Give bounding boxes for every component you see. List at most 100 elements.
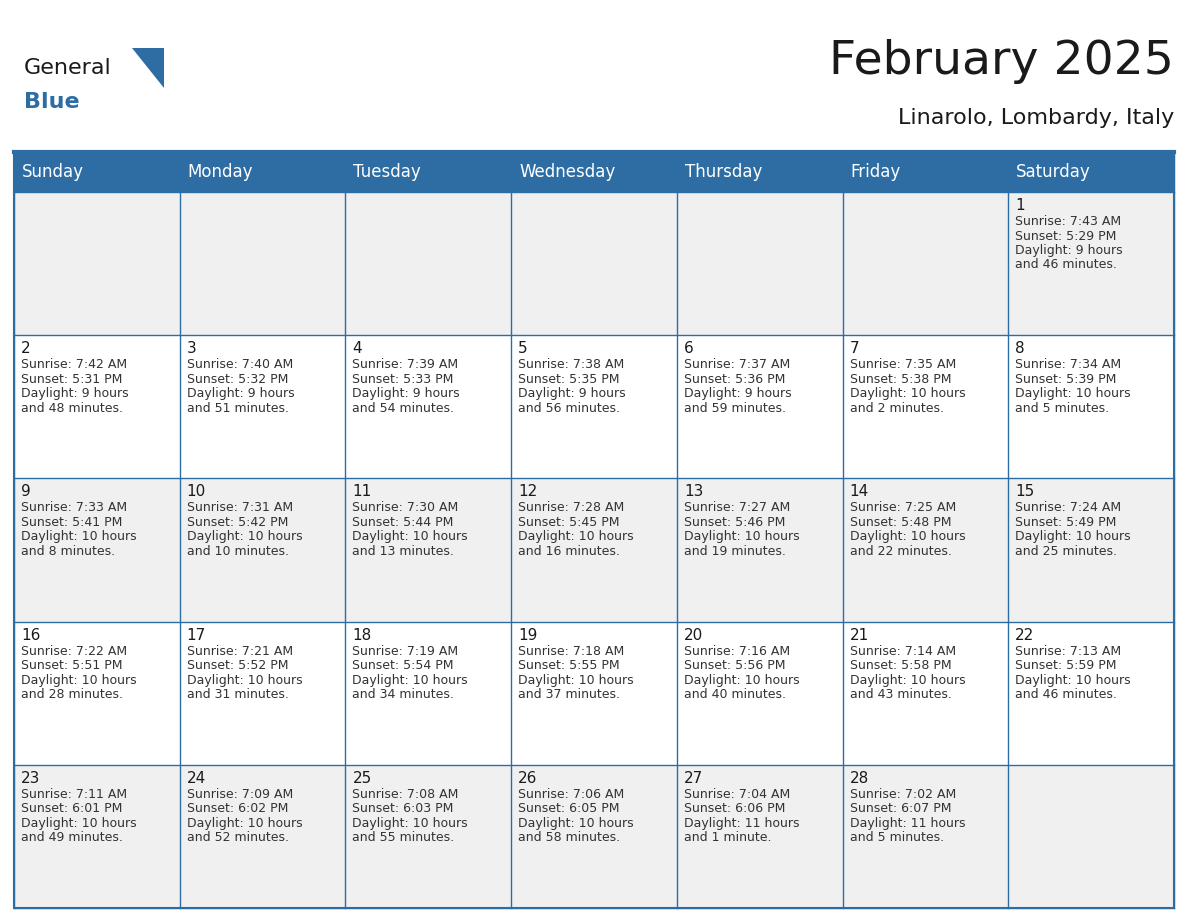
Text: 11: 11	[353, 485, 372, 499]
Text: Sunrise: 7:21 AM: Sunrise: 7:21 AM	[187, 644, 292, 657]
Text: and 31 minutes.: and 31 minutes.	[187, 688, 289, 701]
Text: and 49 minutes.: and 49 minutes.	[21, 832, 122, 845]
Text: Saturday: Saturday	[1016, 163, 1091, 181]
Text: Sunset: 5:42 PM: Sunset: 5:42 PM	[187, 516, 287, 529]
Text: Sunset: 5:55 PM: Sunset: 5:55 PM	[518, 659, 620, 672]
Text: 25: 25	[353, 771, 372, 786]
Text: General: General	[24, 58, 112, 78]
Text: Sunset: 5:32 PM: Sunset: 5:32 PM	[187, 373, 287, 386]
Text: Daylight: 9 hours: Daylight: 9 hours	[684, 387, 791, 400]
Text: and 8 minutes.: and 8 minutes.	[21, 545, 115, 558]
Text: Daylight: 10 hours: Daylight: 10 hours	[353, 531, 468, 543]
Text: Daylight: 9 hours: Daylight: 9 hours	[518, 387, 626, 400]
Text: 3: 3	[187, 341, 196, 356]
Text: Daylight: 10 hours: Daylight: 10 hours	[518, 674, 633, 687]
Text: Sunset: 5:33 PM: Sunset: 5:33 PM	[353, 373, 454, 386]
Text: and 13 minutes.: and 13 minutes.	[353, 545, 454, 558]
Text: Sunset: 5:52 PM: Sunset: 5:52 PM	[187, 659, 289, 672]
Text: and 10 minutes.: and 10 minutes.	[187, 545, 289, 558]
Text: Daylight: 9 hours: Daylight: 9 hours	[1016, 244, 1123, 257]
Text: 1: 1	[1016, 198, 1025, 213]
Text: Sunday: Sunday	[23, 163, 84, 181]
Text: Sunset: 5:56 PM: Sunset: 5:56 PM	[684, 659, 785, 672]
Text: Sunset: 5:38 PM: Sunset: 5:38 PM	[849, 373, 952, 386]
Text: 16: 16	[21, 628, 40, 643]
Text: Sunset: 5:54 PM: Sunset: 5:54 PM	[353, 659, 454, 672]
Text: Sunrise: 7:40 AM: Sunrise: 7:40 AM	[187, 358, 293, 371]
Text: 22: 22	[1016, 628, 1035, 643]
Text: Tuesday: Tuesday	[353, 163, 422, 181]
Text: and 46 minutes.: and 46 minutes.	[1016, 688, 1117, 701]
Text: Sunrise: 7:43 AM: Sunrise: 7:43 AM	[1016, 215, 1121, 228]
Text: 6: 6	[684, 341, 694, 356]
Text: Sunrise: 7:22 AM: Sunrise: 7:22 AM	[21, 644, 127, 657]
Text: 5: 5	[518, 341, 527, 356]
Text: and 55 minutes.: and 55 minutes.	[353, 832, 455, 845]
Text: Daylight: 11 hours: Daylight: 11 hours	[849, 817, 965, 830]
Text: and 40 minutes.: and 40 minutes.	[684, 688, 785, 701]
Text: Daylight: 10 hours: Daylight: 10 hours	[518, 817, 633, 830]
Text: Linarolo, Lombardy, Italy: Linarolo, Lombardy, Italy	[898, 108, 1174, 128]
Text: Sunset: 5:49 PM: Sunset: 5:49 PM	[1016, 516, 1117, 529]
Text: Daylight: 10 hours: Daylight: 10 hours	[21, 531, 137, 543]
Text: and 19 minutes.: and 19 minutes.	[684, 545, 785, 558]
Text: Sunset: 5:59 PM: Sunset: 5:59 PM	[1016, 659, 1117, 672]
Text: Daylight: 9 hours: Daylight: 9 hours	[187, 387, 295, 400]
Text: Sunrise: 7:35 AM: Sunrise: 7:35 AM	[849, 358, 956, 371]
Text: Sunset: 5:51 PM: Sunset: 5:51 PM	[21, 659, 122, 672]
Text: 26: 26	[518, 771, 537, 786]
Text: and 2 minutes.: and 2 minutes.	[849, 402, 943, 415]
Bar	[14, 478, 1174, 621]
Text: and 5 minutes.: and 5 minutes.	[849, 832, 943, 845]
Text: 27: 27	[684, 771, 703, 786]
Text: Sunrise: 7:25 AM: Sunrise: 7:25 AM	[849, 501, 956, 514]
Text: and 34 minutes.: and 34 minutes.	[353, 688, 454, 701]
Text: Sunrise: 7:39 AM: Sunrise: 7:39 AM	[353, 358, 459, 371]
Bar	[14, 335, 1174, 478]
Text: Daylight: 10 hours: Daylight: 10 hours	[684, 674, 800, 687]
Text: and 48 minutes.: and 48 minutes.	[21, 402, 124, 415]
Text: and 28 minutes.: and 28 minutes.	[21, 688, 124, 701]
Text: Sunset: 5:36 PM: Sunset: 5:36 PM	[684, 373, 785, 386]
Text: and 16 minutes.: and 16 minutes.	[518, 545, 620, 558]
Text: Daylight: 10 hours: Daylight: 10 hours	[187, 674, 302, 687]
Text: Sunrise: 7:02 AM: Sunrise: 7:02 AM	[849, 788, 956, 800]
Text: Thursday: Thursday	[684, 163, 763, 181]
Text: 18: 18	[353, 628, 372, 643]
Text: Daylight: 10 hours: Daylight: 10 hours	[1016, 387, 1131, 400]
Text: Daylight: 10 hours: Daylight: 10 hours	[1016, 531, 1131, 543]
Text: Sunrise: 7:13 AM: Sunrise: 7:13 AM	[1016, 644, 1121, 657]
Text: and 52 minutes.: and 52 minutes.	[187, 832, 289, 845]
Text: Sunset: 5:29 PM: Sunset: 5:29 PM	[1016, 230, 1117, 242]
Text: and 59 minutes.: and 59 minutes.	[684, 402, 785, 415]
Text: Daylight: 10 hours: Daylight: 10 hours	[849, 387, 965, 400]
Text: and 37 minutes.: and 37 minutes.	[518, 688, 620, 701]
Text: Sunset: 6:07 PM: Sunset: 6:07 PM	[849, 802, 952, 815]
Text: Sunrise: 7:06 AM: Sunrise: 7:06 AM	[518, 788, 625, 800]
Text: Sunrise: 7:37 AM: Sunrise: 7:37 AM	[684, 358, 790, 371]
Text: and 43 minutes.: and 43 minutes.	[849, 688, 952, 701]
Text: Sunset: 5:35 PM: Sunset: 5:35 PM	[518, 373, 620, 386]
Text: Sunrise: 7:27 AM: Sunrise: 7:27 AM	[684, 501, 790, 514]
Text: 12: 12	[518, 485, 537, 499]
Text: Sunset: 5:44 PM: Sunset: 5:44 PM	[353, 516, 454, 529]
Bar	[14, 152, 1174, 192]
Text: and 5 minutes.: and 5 minutes.	[1016, 402, 1110, 415]
Text: Sunrise: 7:14 AM: Sunrise: 7:14 AM	[849, 644, 955, 657]
Text: 4: 4	[353, 341, 362, 356]
Text: Sunrise: 7:24 AM: Sunrise: 7:24 AM	[1016, 501, 1121, 514]
Text: Sunset: 5:39 PM: Sunset: 5:39 PM	[1016, 373, 1117, 386]
Text: Daylight: 9 hours: Daylight: 9 hours	[21, 387, 128, 400]
Bar	[14, 192, 1174, 335]
Text: Daylight: 9 hours: Daylight: 9 hours	[353, 387, 460, 400]
Text: 10: 10	[187, 485, 206, 499]
Polygon shape	[132, 48, 164, 88]
Text: and 22 minutes.: and 22 minutes.	[849, 545, 952, 558]
Text: Sunrise: 7:31 AM: Sunrise: 7:31 AM	[187, 501, 292, 514]
Text: and 51 minutes.: and 51 minutes.	[187, 402, 289, 415]
Text: Sunset: 6:06 PM: Sunset: 6:06 PM	[684, 802, 785, 815]
Text: 9: 9	[21, 485, 31, 499]
Text: Sunrise: 7:16 AM: Sunrise: 7:16 AM	[684, 644, 790, 657]
Text: Daylight: 10 hours: Daylight: 10 hours	[187, 531, 302, 543]
Text: Daylight: 10 hours: Daylight: 10 hours	[353, 817, 468, 830]
